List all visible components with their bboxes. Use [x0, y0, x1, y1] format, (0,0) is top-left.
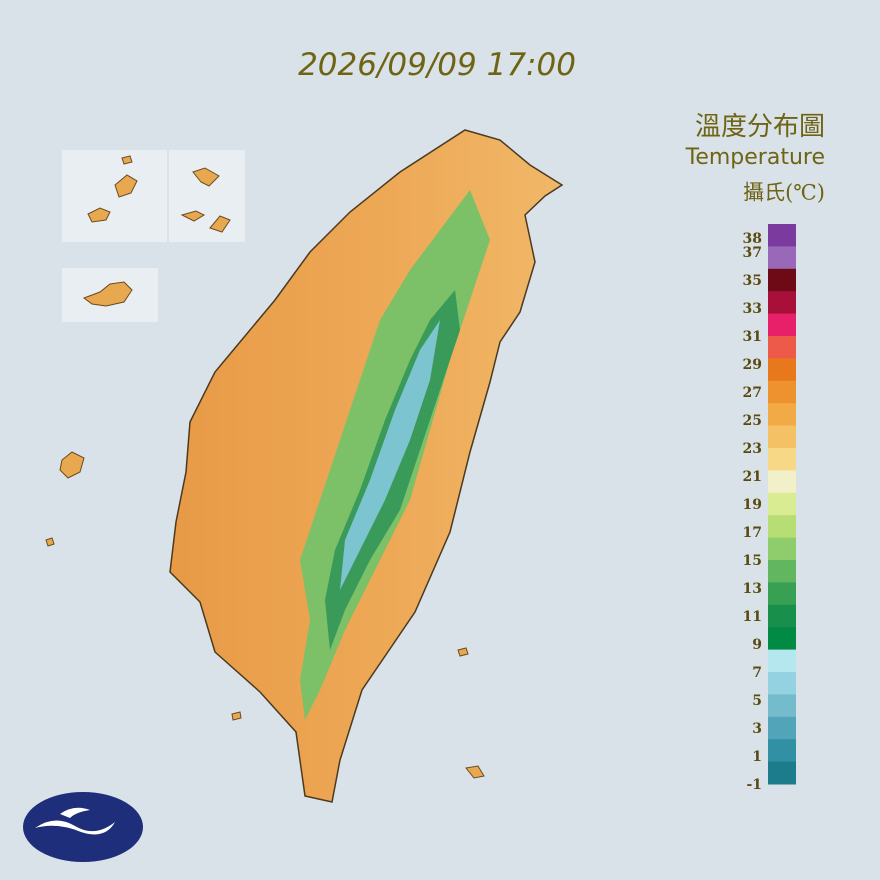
colorbar-segment — [768, 268, 796, 292]
ridge-high — [340, 320, 440, 590]
colorbar-segment — [768, 246, 796, 270]
legend-label: 19 — [743, 497, 762, 513]
colorbar-segment — [768, 694, 796, 718]
colorbar-segment — [768, 761, 796, 785]
legend-label: 21 — [743, 469, 762, 485]
colorbar-segment — [768, 425, 796, 449]
colorbar-segment — [768, 470, 796, 494]
islands — [45, 155, 485, 779]
legend-label: 5 — [752, 693, 762, 709]
colorbar-segment — [768, 515, 796, 539]
colorbar-segment — [768, 537, 796, 561]
colorbar-segment — [768, 403, 796, 427]
colorbar-segment — [768, 380, 796, 404]
colorbar-segment — [768, 739, 796, 763]
colorbar-segment — [768, 560, 796, 583]
colorbar-segment — [768, 448, 796, 471]
timestamp: 2026/09/09 17:00 — [298, 47, 576, 83]
colorbar-segment — [768, 604, 796, 628]
legend-label: 17 — [743, 525, 762, 541]
legend-label: 37 — [743, 245, 762, 261]
colorbar-segment — [768, 224, 796, 247]
legend-label: 29 — [743, 357, 762, 373]
legend-label: 23 — [743, 441, 762, 457]
legend-label: 11 — [743, 609, 762, 625]
legend-label: 1 — [752, 749, 762, 765]
legend-label: 33 — [743, 301, 762, 317]
legend-label: 15 — [743, 553, 762, 569]
colorbar-segment — [768, 358, 796, 382]
legend-title: 溫度分布圖 — [695, 112, 825, 142]
legend-label: 7 — [752, 665, 762, 681]
legend-unit: 攝氏(℃) — [743, 181, 825, 205]
legend-label: 27 — [743, 385, 762, 401]
colorbar-segment — [768, 672, 796, 695]
colorbar-segment — [768, 716, 796, 740]
colorbar-segment — [768, 313, 796, 337]
legend-label: 3 — [752, 721, 762, 737]
colorbar-segment — [768, 492, 796, 516]
legend-subtitle: Temperature — [685, 145, 825, 170]
legend-label: 13 — [743, 581, 762, 597]
colorbar-segment — [768, 336, 796, 359]
colorbar-segment — [768, 649, 796, 673]
legend-label: -1 — [746, 777, 762, 793]
colorbar-segment — [768, 582, 796, 606]
legend-label: 25 — [743, 413, 762, 429]
logo-wave — [35, 820, 115, 835]
colorbar-segment — [768, 291, 796, 315]
logo — [23, 792, 143, 862]
legend-label: 31 — [743, 329, 762, 345]
logo-wave — [60, 807, 90, 818]
colorbar-segment — [768, 627, 796, 651]
legend-label: 35 — [743, 273, 762, 289]
legend-label: 9 — [752, 637, 762, 653]
legend-label: 38 — [743, 231, 762, 247]
